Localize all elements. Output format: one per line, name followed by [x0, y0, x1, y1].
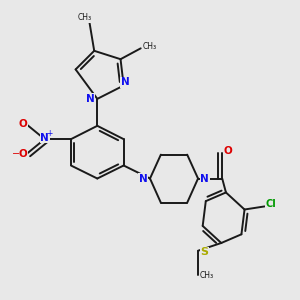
Text: +: + — [46, 129, 53, 138]
Text: N: N — [200, 173, 209, 184]
Text: CH₃: CH₃ — [143, 42, 157, 51]
Text: O: O — [18, 119, 27, 129]
Text: O: O — [18, 149, 27, 159]
Text: N: N — [86, 94, 95, 104]
Text: CH₃: CH₃ — [200, 271, 214, 280]
Text: CH₃: CH₃ — [78, 14, 92, 22]
Text: N: N — [40, 133, 49, 142]
Text: N: N — [139, 173, 148, 184]
Text: O: O — [224, 146, 232, 156]
Text: N: N — [121, 77, 130, 87]
Text: Cl: Cl — [266, 199, 276, 209]
Text: −: − — [12, 149, 20, 159]
Text: S: S — [200, 247, 208, 257]
